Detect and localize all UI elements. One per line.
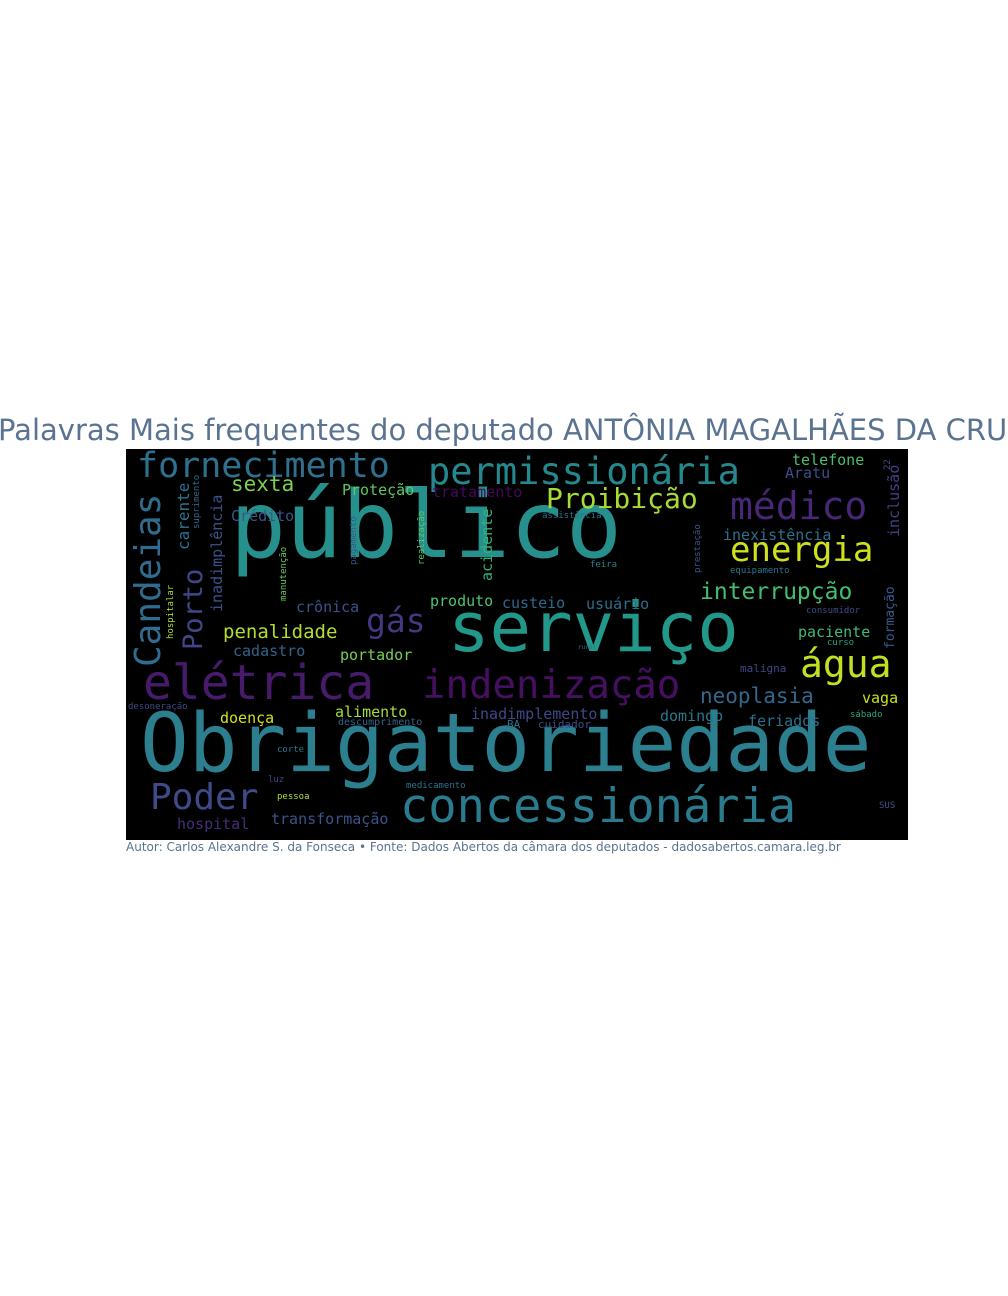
word-credito: Crédito	[231, 507, 295, 525]
word-cuidador: cuidador	[538, 718, 591, 731]
word-sus: SUS	[879, 801, 896, 811]
word-22: 22	[883, 459, 893, 470]
word-acidente: acidente	[478, 508, 496, 581]
word-indenizacao: indenização	[422, 663, 681, 708]
word-feriados: feriados	[748, 712, 821, 730]
word-feira: feira	[590, 560, 618, 570]
word-realizacao: realização	[417, 510, 427, 565]
word-servico: serviço	[448, 588, 739, 668]
word-desoneracao: desoneração	[128, 702, 188, 712]
word-neoplasia: neoplasia	[700, 684, 814, 708]
word-publico: público	[230, 471, 622, 579]
word-hospitalar: hospitalar	[166, 584, 176, 639]
chart-title: Palavras Mais frequentes do deputado ANT…	[0, 413, 1008, 447]
word-cadastro: cadastro	[233, 642, 306, 660]
word-sabado: sábado	[850, 710, 883, 720]
word-inexistencia: inexistência	[723, 526, 832, 544]
word-agua: água	[800, 642, 892, 686]
word-obrigatoriedade: Obrigatoriedade	[140, 697, 872, 791]
word-concessionaria: concessionária	[400, 779, 797, 834]
word-inclusao: inclusão	[885, 464, 903, 537]
word-custeio: custeio	[502, 594, 566, 612]
word-usuario: usuário	[586, 595, 650, 613]
word-interrupcao: interrupção	[700, 579, 853, 605]
word-eletrica: elétrica	[143, 655, 375, 711]
word-cloud: público Obrigatoriedade serviço concessi…	[126, 449, 908, 840]
word-medicamento: medicamento	[406, 781, 466, 791]
word-pagamento: pagamento	[349, 516, 359, 565]
word-vaga: vaga	[862, 689, 899, 707]
word-assistencia: assistência	[542, 511, 602, 521]
word-consumidor: consumidor	[806, 606, 861, 616]
word-domingo: domingo	[660, 707, 724, 725]
word-portador: portador	[340, 646, 413, 664]
word-hospital: hospital	[177, 815, 250, 833]
word-transformacao: transformação	[271, 810, 389, 828]
word-descumprimento: descumprimento	[338, 717, 423, 728]
word-tratamento: tratamento	[432, 483, 523, 501]
word-doenca: doença	[220, 709, 275, 727]
word-ba: BA	[507, 718, 521, 731]
word-telefone: telefone	[792, 451, 865, 469]
word-penalidade: penalidade	[223, 621, 338, 643]
word-gas: gás	[366, 601, 426, 640]
word-porto: Porto	[178, 568, 209, 650]
word-carente: carente	[174, 482, 193, 550]
word-candeias: Candeias	[128, 493, 169, 667]
word-suprimento: suprimento	[192, 474, 202, 529]
word-medico: médico	[730, 484, 868, 528]
word-maligna: maligna	[740, 662, 787, 675]
word-prestacao: prestação	[693, 524, 703, 573]
word-manutencao: manutenção	[279, 546, 289, 601]
word-inadimplemento: inadimplemento	[471, 705, 598, 723]
word-aratu: Aratu	[785, 464, 831, 482]
word-fornecimento: fornecimento	[137, 449, 390, 486]
word-protecao: Proteção	[342, 481, 415, 499]
word-alimento: alimento	[335, 703, 408, 721]
word-permissionaria: permissionária	[428, 450, 740, 493]
word-cronica: crônica	[296, 598, 360, 616]
word-formacao: formação	[883, 586, 898, 649]
word-pessoa: pessoa	[277, 792, 310, 802]
word-energia: energia	[730, 530, 874, 570]
word-curso: curso	[827, 638, 855, 648]
word-luz: luz	[268, 775, 285, 785]
word-corte: corte	[277, 745, 305, 755]
word-poder: Poder	[150, 777, 259, 818]
word-produto: produto	[430, 592, 494, 610]
word-sexta: sexta	[231, 472, 295, 496]
word-proibicao: Proibição	[546, 482, 698, 515]
word-rural: rural	[578, 644, 597, 651]
word-inadimplencia: inadimplência	[208, 494, 226, 612]
word-paciente: paciente	[798, 623, 871, 641]
word-equipamento: equipamento	[730, 566, 790, 576]
credit-caption: Autor: Carlos Alexandre S. da Fonseca • …	[126, 840, 841, 854]
